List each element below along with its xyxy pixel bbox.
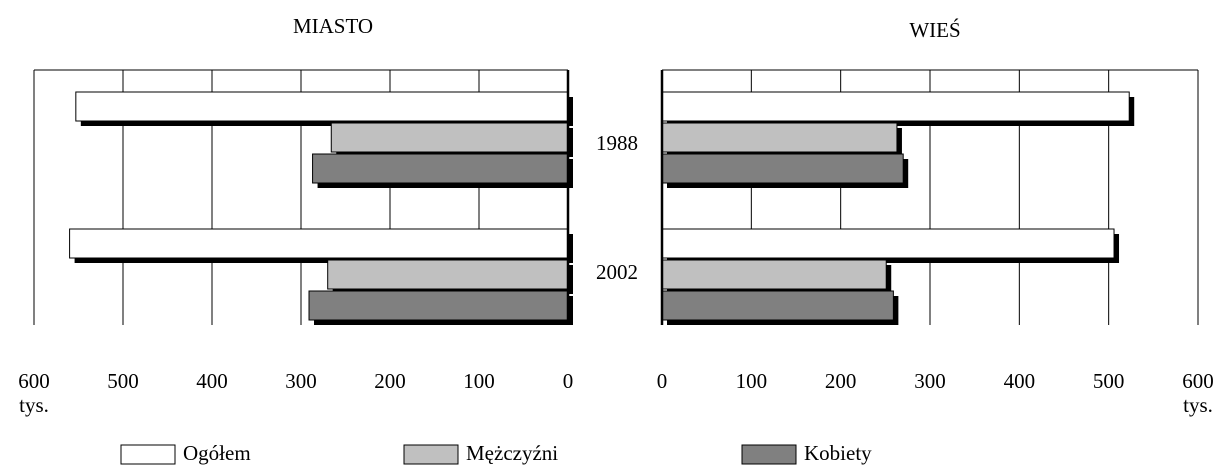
- x-tick-label: 400: [196, 369, 228, 393]
- bar: [308, 290, 569, 321]
- bar: [661, 91, 1130, 122]
- x-tick-label: 600: [18, 369, 50, 393]
- legend-label: Ogółem: [183, 441, 251, 465]
- bar: [661, 290, 894, 321]
- x-tick-label: 100: [463, 369, 495, 393]
- x-tick-label: 600: [1182, 369, 1214, 393]
- bar: [75, 91, 569, 122]
- x-tick-label: 400: [1004, 369, 1036, 393]
- unit-label: tys.: [1183, 393, 1213, 417]
- legend-label: Mężczyźni: [466, 441, 558, 465]
- x-tick-label: 200: [825, 369, 857, 393]
- x-tick-label: 0: [563, 369, 574, 393]
- category-label: 2002: [596, 260, 638, 284]
- bar: [661, 259, 887, 290]
- x-tick-label: 0: [657, 369, 668, 393]
- bar: [327, 259, 569, 290]
- legend-swatch: [120, 444, 176, 465]
- x-tick-label: 500: [107, 369, 139, 393]
- bar: [661, 122, 898, 153]
- x-tick-label: 200: [374, 369, 406, 393]
- legend-label: Kobiety: [804, 441, 872, 465]
- x-tick-label: 100: [736, 369, 768, 393]
- category-label: 1988: [596, 131, 638, 155]
- x-tick-label: 300: [285, 369, 317, 393]
- unit-label: tys.: [19, 393, 49, 417]
- legend-swatch: [403, 444, 459, 465]
- bar: [330, 122, 569, 153]
- legend-swatch: [741, 444, 797, 465]
- chart-title: MIASTO: [293, 14, 373, 38]
- x-tick-label: 500: [1093, 369, 1125, 393]
- x-tick-label: 300: [914, 369, 946, 393]
- bar: [312, 153, 569, 184]
- bar: [661, 228, 1115, 259]
- bar: [661, 153, 904, 184]
- bar: [69, 228, 569, 259]
- chart-title: WIEŚ: [909, 18, 960, 42]
